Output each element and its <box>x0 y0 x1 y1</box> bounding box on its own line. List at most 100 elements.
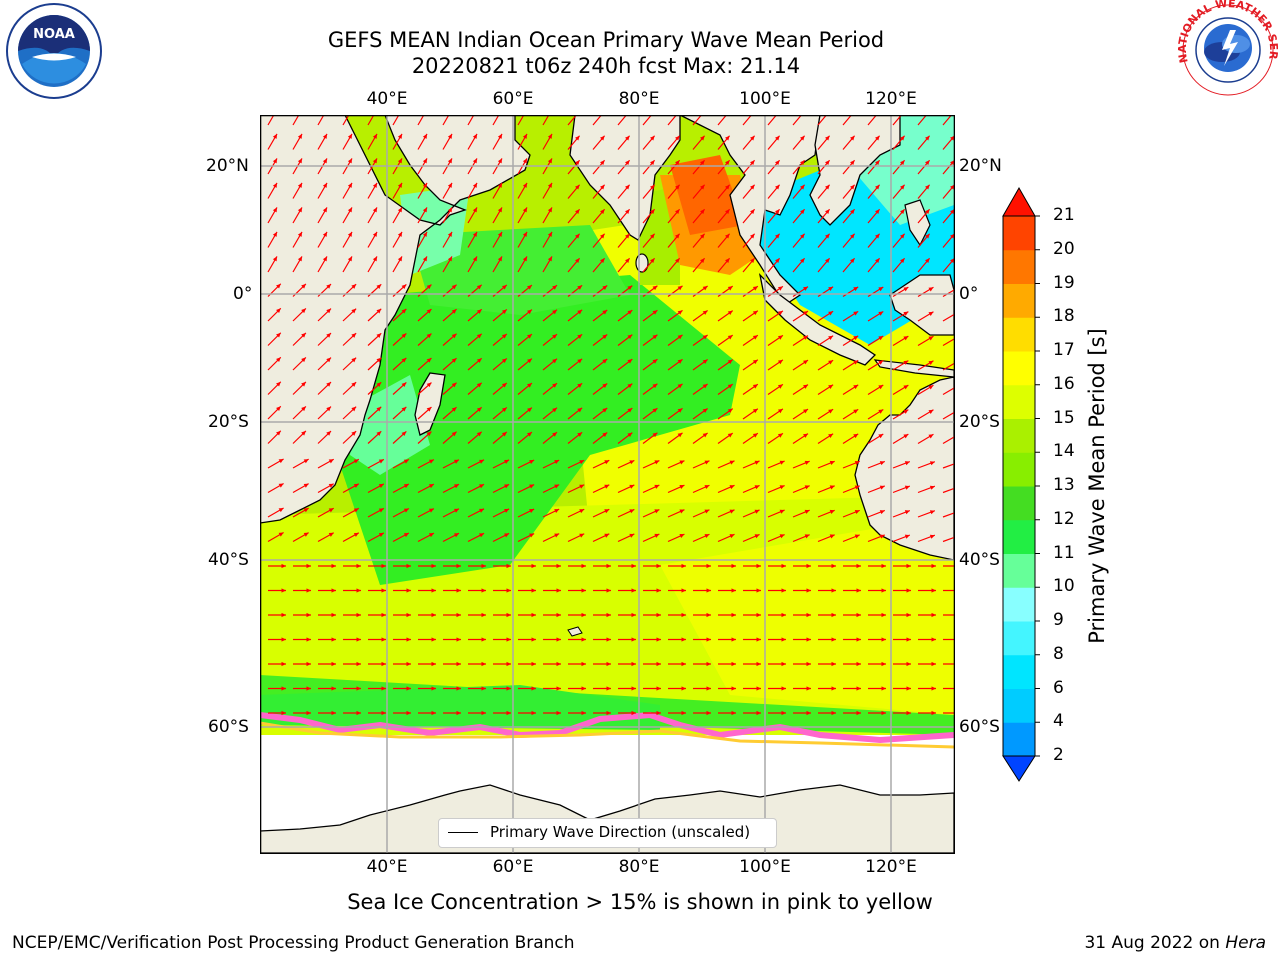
wave-arrow <box>317 207 328 224</box>
wave-arrow <box>317 430 332 444</box>
wave-arrow <box>492 133 503 150</box>
lon-label-bottom-4: 100°E <box>739 857 791 877</box>
wave-arrow <box>467 431 483 444</box>
wave-arrow <box>417 182 428 199</box>
wave-arrow <box>743 710 761 716</box>
wave-arrow <box>642 135 656 150</box>
wave-arrow <box>867 208 881 224</box>
wave-arrow <box>293 686 311 691</box>
wave-arrow <box>793 710 811 716</box>
wave-arrow <box>817 433 834 445</box>
wave-arrow <box>567 358 583 371</box>
wave-arrow <box>317 458 335 469</box>
wave-arrow <box>692 184 706 199</box>
wave-arrow <box>492 231 503 248</box>
colorbar-bin <box>1003 688 1035 723</box>
wave-arrow <box>942 257 954 273</box>
wave-arrow <box>868 612 886 618</box>
lat-label-right-4: 40°S <box>959 550 1000 570</box>
wave-arrow <box>417 133 428 150</box>
wave-arrow <box>817 534 835 543</box>
wave-arrow <box>867 433 884 445</box>
wave-arrow <box>717 257 731 273</box>
wave-arrow <box>742 233 756 248</box>
wave-arrow <box>868 588 886 593</box>
wave-arrow <box>317 507 335 518</box>
wave-arrow <box>492 308 508 322</box>
wave-arrow <box>743 661 761 667</box>
wave-arrow <box>643 661 661 667</box>
wave-arrow <box>767 208 781 224</box>
wave-arrow <box>317 381 332 395</box>
wave-arrow <box>492 483 510 494</box>
wave-arrow <box>568 710 586 716</box>
wave-arrow <box>892 311 909 322</box>
wave-arrow <box>742 135 756 150</box>
wave-arrow <box>368 710 386 716</box>
wave-arrow <box>493 563 511 569</box>
wave-arrow <box>693 612 711 618</box>
wave-arrow <box>417 483 435 494</box>
wave-arrow <box>567 184 581 199</box>
wave-arrow <box>593 661 611 667</box>
wave-arrow <box>492 508 510 518</box>
wave-arrow <box>293 710 311 716</box>
wave-arrow <box>718 612 736 618</box>
wave-arrow <box>818 710 836 716</box>
wave-arrow <box>842 408 859 420</box>
wave-arrow <box>592 407 608 420</box>
wave-arrow <box>367 133 378 150</box>
lon-label-top-1: 40°E <box>366 89 408 109</box>
wave-arrow <box>767 285 784 297</box>
wave-arrow <box>542 115 550 126</box>
lon-label-bottom-1: 40°E <box>366 857 408 877</box>
wave-arrow <box>693 686 711 691</box>
wave-arrow <box>493 661 511 667</box>
wave-arrow <box>793 637 811 642</box>
colorbar-tick-label: 14 <box>1053 441 1075 462</box>
wave-arrow <box>643 710 661 716</box>
wave-arrow <box>817 408 834 420</box>
wave-arrow <box>418 661 436 667</box>
wave-arrow <box>917 534 936 543</box>
wave-arrow <box>468 563 486 569</box>
wave-arrow <box>418 612 436 618</box>
wave-arrow <box>617 208 631 224</box>
wave-arrow <box>367 308 382 322</box>
wave-arrow <box>393 612 411 618</box>
wave-arrow <box>667 432 683 444</box>
wave-arrow <box>692 257 706 273</box>
wave-arrow <box>392 458 410 469</box>
wave-arrow <box>417 308 432 322</box>
colorbar-tick-label: 4 <box>1053 711 1064 732</box>
lat-label-right-5: 60°S <box>959 717 1000 737</box>
wave-arrow <box>267 405 282 420</box>
wave-arrow <box>542 333 558 346</box>
wave-arrow <box>792 433 809 445</box>
wave-arrow <box>867 335 884 347</box>
wave-arrow <box>592 382 608 395</box>
wave-arrow <box>843 661 861 667</box>
wave-arrow <box>292 332 307 346</box>
wave-arrow <box>668 710 686 716</box>
wave-arrow <box>792 534 810 543</box>
wave-arrow <box>842 485 860 494</box>
wave-arrow <box>743 588 761 593</box>
wave-arrow <box>642 432 658 444</box>
wave-arrow <box>268 612 286 618</box>
wave-arrow <box>543 661 561 667</box>
wave-arrow <box>918 563 936 569</box>
wave-arrow <box>817 257 831 273</box>
wave-arrow <box>818 661 836 667</box>
wave-arrow <box>842 310 859 322</box>
colorbar-bin <box>1003 621 1035 656</box>
wave-arrow <box>617 233 631 248</box>
wave-arrow <box>643 637 661 642</box>
wave-arrow <box>717 208 731 224</box>
wave-arrow <box>642 184 656 199</box>
wave-arrow <box>568 661 586 667</box>
wave-arrow <box>767 159 781 175</box>
wave-arrow <box>568 612 586 618</box>
wave-arrow <box>392 308 407 322</box>
wave-arrow <box>492 207 503 224</box>
